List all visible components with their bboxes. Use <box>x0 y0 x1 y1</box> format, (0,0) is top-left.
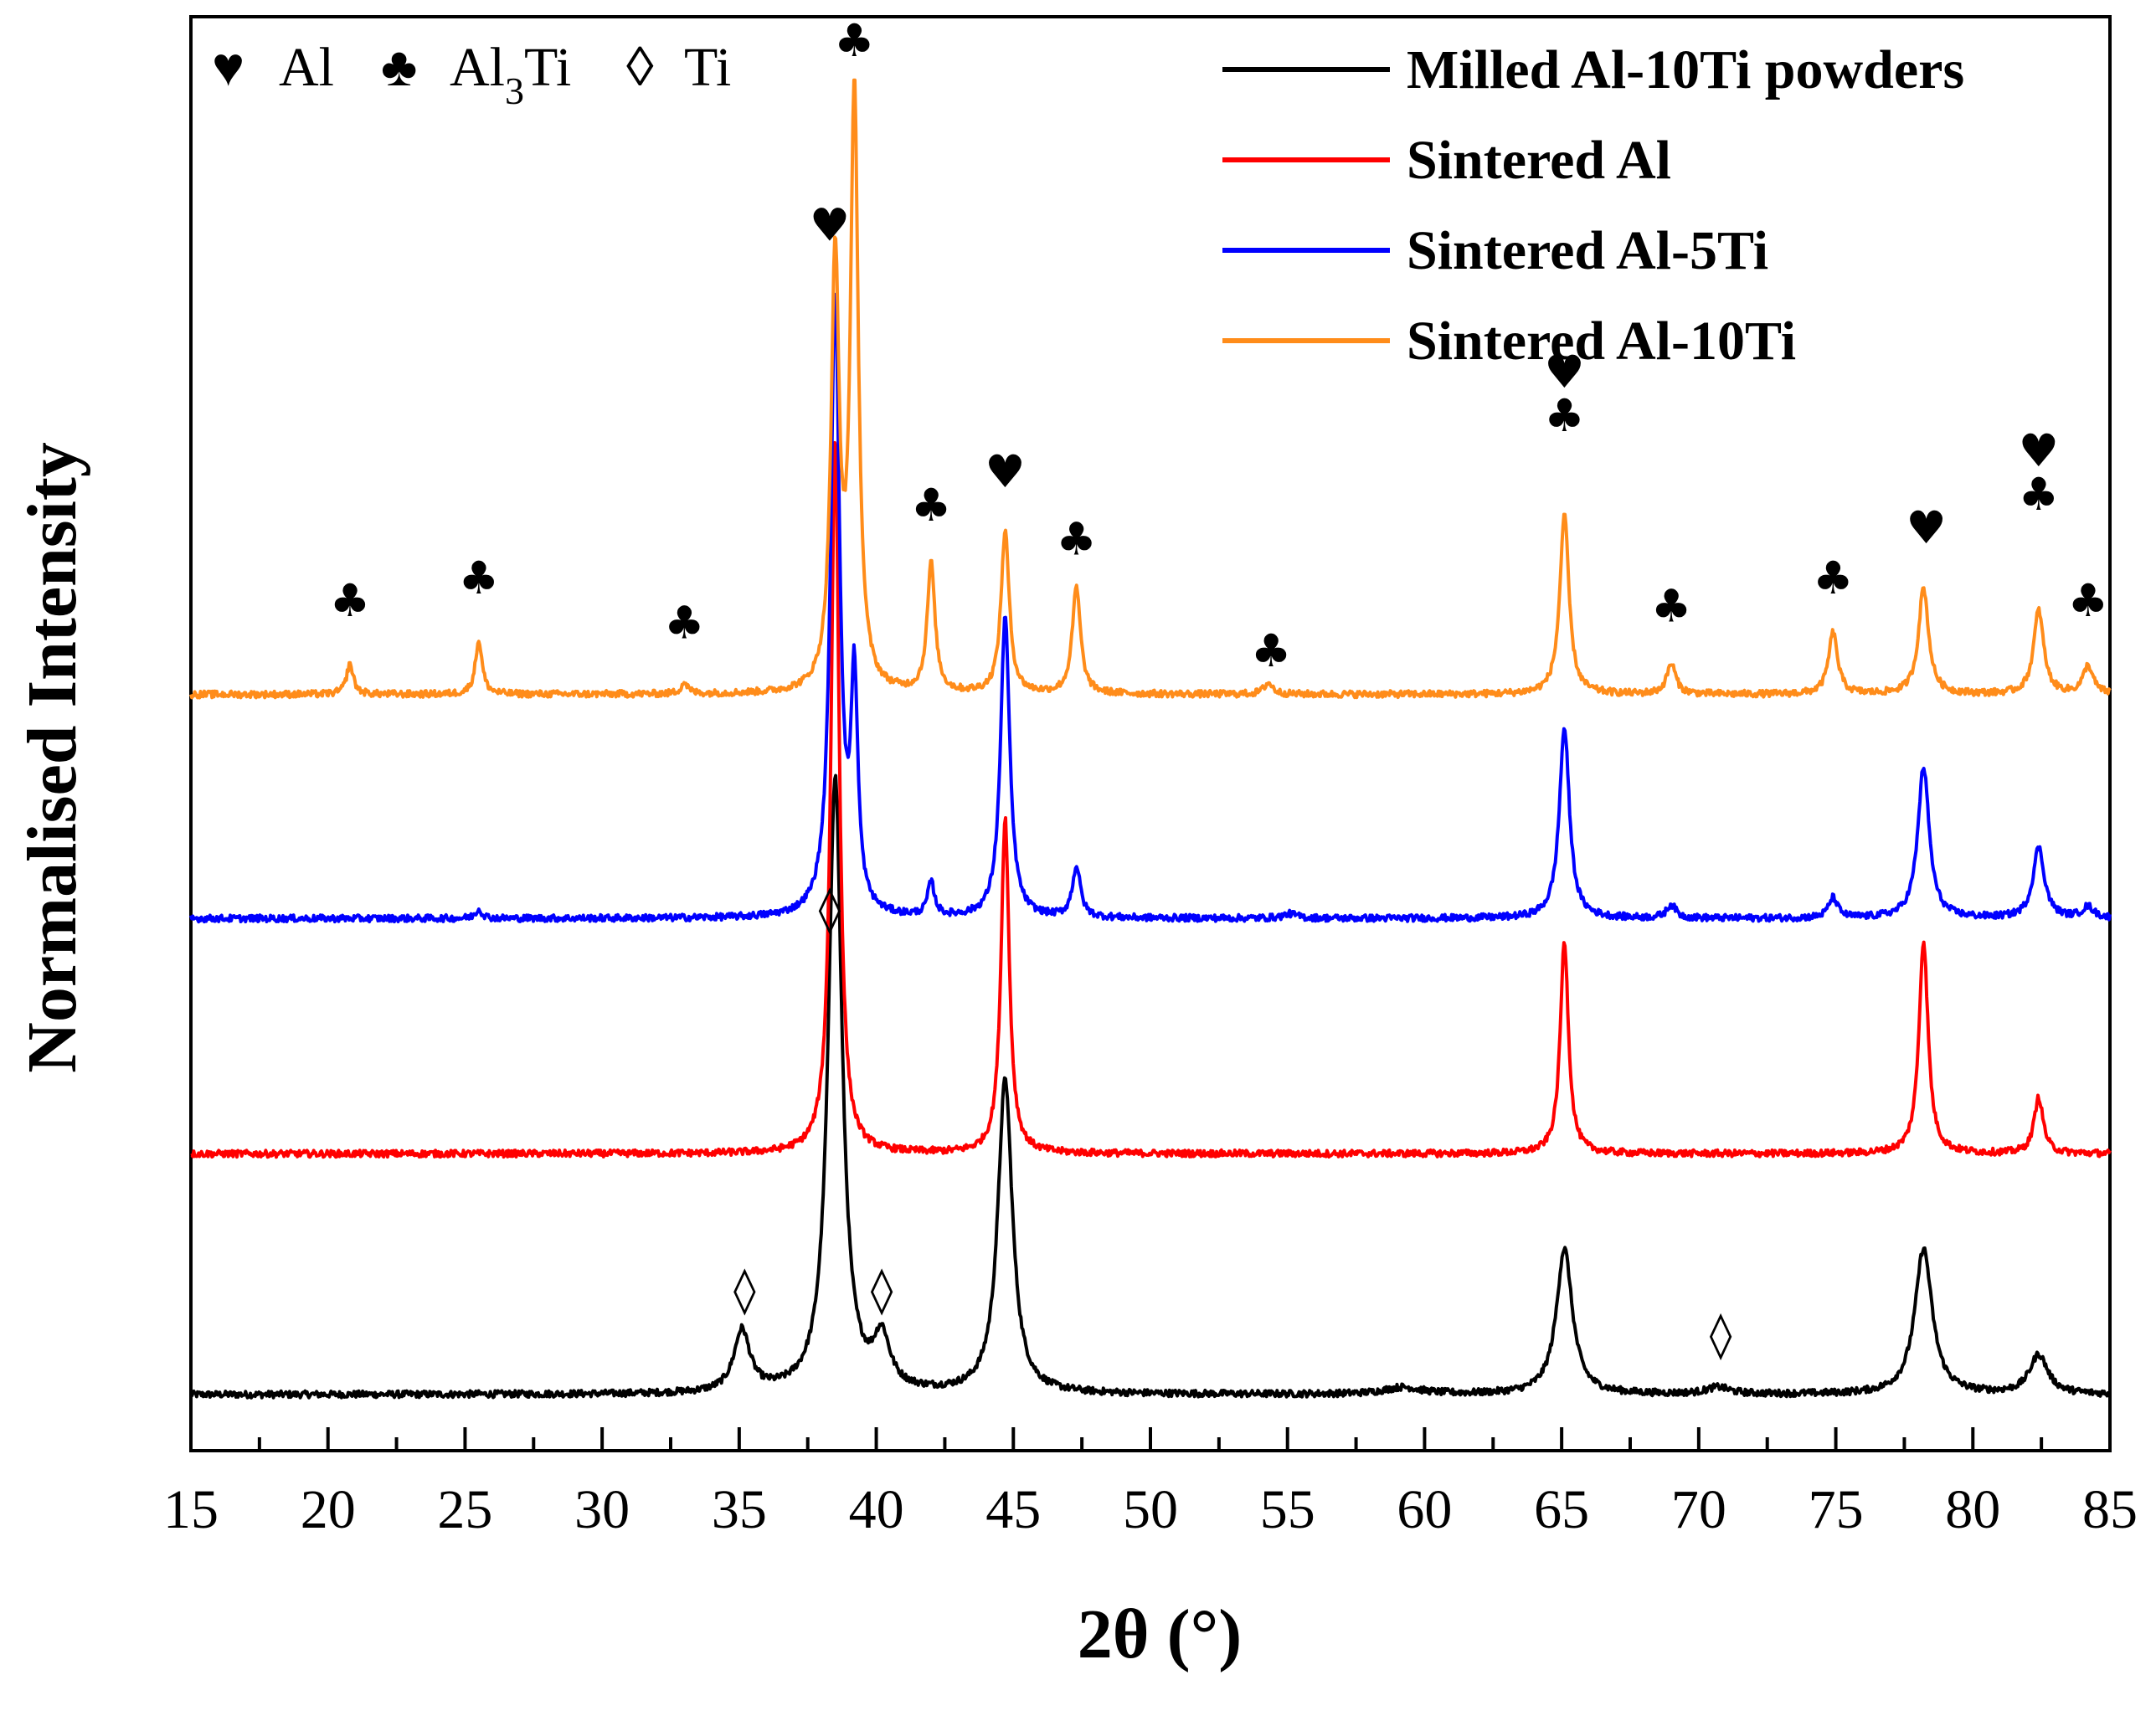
x-tick-label: 35 <box>712 1479 767 1540</box>
al3ti-peak-club-icon: ♣ <box>1251 624 1291 677</box>
ti-peak-diamond-icon: ◊ <box>733 1263 756 1316</box>
al3ti-peak-club-icon: ♣ <box>834 14 874 67</box>
x-tick-label: 30 <box>574 1479 630 1540</box>
x-tick-label: 20 <box>301 1479 356 1540</box>
phase-key-al3ti-sub: 3 <box>505 69 524 112</box>
x-tick-label: 25 <box>437 1479 492 1540</box>
phase-key: ♥ Al ♣ Al3Ti ◊ Ti <box>212 37 731 112</box>
al-peak-heart-icon: ♥ <box>1544 346 1584 398</box>
peak-markers: ♣ ♣♣♥♣♣♥♣♣♥♣♣♣♥♥♣♣◊◊ ◊◊ <box>330 14 2108 1361</box>
al3ti-club-icon: ♣ <box>381 37 417 98</box>
phase-key-al3ti-main: Al <box>450 37 505 98</box>
series-layer <box>189 78 2112 1400</box>
x-tick-label: 65 <box>1534 1479 1589 1540</box>
al3ti-peak-club-icon: ♣ <box>2019 468 2059 521</box>
x-tick-label: 80 <box>1945 1479 2000 1540</box>
x-tick-label: 55 <box>1260 1479 1315 1540</box>
legend: Milled Al-10Ti powders Sintered Al Sintere… <box>1222 39 1964 372</box>
legend-label: Sintered Al-5Ti <box>1407 220 1768 281</box>
legend-label: Milled Al-10Ti powders <box>1407 39 1964 100</box>
x-tick-label: 85 <box>2082 1479 2138 1540</box>
y-axis-title: Normalised Intensity <box>13 442 91 1073</box>
al-heart-icon: ♥ <box>212 37 244 98</box>
phase-key-ti-label: Ti <box>684 37 731 98</box>
x-tick-label: 50 <box>1123 1479 1178 1540</box>
al3ti-peak-club-icon: ♣ <box>1813 552 1853 604</box>
al3ti-peak-club-icon: ♣ <box>1056 512 1096 565</box>
series-line-1 <box>190 440 2112 1159</box>
series-line-2 <box>189 292 2112 924</box>
al3ti-peak-club-icon: ♣ <box>459 552 499 604</box>
legend-label: Sintered Al-10Ti <box>1407 311 1796 372</box>
x-tick-label: 40 <box>849 1479 904 1540</box>
x-tick-label: 70 <box>1671 1479 1726 1540</box>
x-tick-label: 45 <box>985 1479 1041 1540</box>
x-tick-label: 15 <box>163 1479 219 1540</box>
x-tick-label: 60 <box>1397 1479 1452 1540</box>
series-line-3 <box>189 78 2112 700</box>
al-peak-heart-icon: ♥ <box>985 445 1025 498</box>
legend-label: Sintered Al <box>1407 130 1671 191</box>
plot-frame <box>189 15 2112 1452</box>
ti-peak-diamond-icon: ◊ <box>1710 1308 1732 1361</box>
al-peak-heart-icon: ♥ <box>1906 501 1946 554</box>
series-line-0 <box>189 773 2112 1400</box>
x-axis-title: 2θ (°) <box>1078 1595 1242 1673</box>
al3ti-peak-club-icon: ♣ <box>1651 580 1691 633</box>
al-peak-heart-icon: ♥ <box>2019 424 2059 477</box>
phase-key-al-label: Al <box>279 37 334 98</box>
ti-diamond-icon: ◊ <box>626 37 654 98</box>
x-tick-label: 75 <box>1809 1479 1864 1540</box>
ti-peak-diamond-icon: ◊ <box>871 1263 893 1316</box>
al3ti-peak-club-icon: ♣ <box>911 479 951 532</box>
x-axis-ticks: 15 20 25 30 35 40 45 50 55 60 65 70 75 80 85 <box>163 1427 2138 1540</box>
al3ti-peak-club-icon: ♣ <box>664 597 704 650</box>
al-peak-heart-icon: ♥ <box>810 199 850 252</box>
phase-key-al3ti-label: Al3Ti <box>450 37 571 112</box>
phase-key-al3ti-tail: Ti <box>524 37 571 98</box>
ti-peak-diamond-icon: ◊ <box>819 882 841 935</box>
al3ti-peak-club-icon: ♣ <box>330 574 370 627</box>
al3ti-peak-club-icon: ♣ <box>1544 389 1584 442</box>
al3ti-peak-club-icon: ♣ <box>2068 574 2108 627</box>
